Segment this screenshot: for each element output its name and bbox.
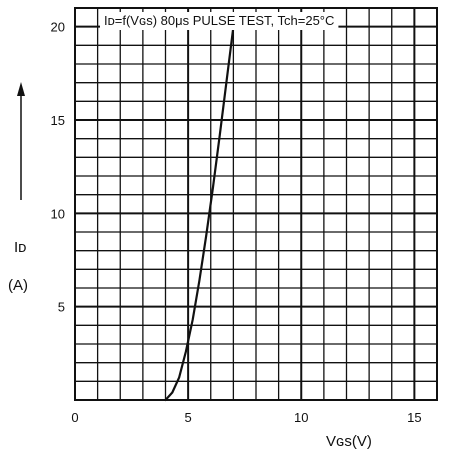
y-tick-label: 10 [51, 206, 65, 221]
x-tick-label: 0 [71, 410, 78, 425]
y-axis-arrow-head [17, 82, 25, 96]
y-tick-label: 15 [51, 113, 65, 128]
y-tick-labels: 5 10 15 20 [51, 20, 65, 315]
minor-grid [75, 8, 437, 400]
y-tick-label: 5 [58, 300, 65, 315]
chart-title: Iᴅ=f(Vɢs) 80μs PULSE TEST, Tch=25°C [104, 13, 334, 28]
y-axis-unit: (A) [8, 277, 28, 294]
x-tick-label: 15 [407, 410, 421, 425]
x-tick-label: 5 [185, 410, 192, 425]
major-grid [75, 8, 437, 400]
curve-group [164, 25, 235, 402]
y-axis-label-group: Iᴅ (A) [8, 82, 28, 294]
y-tick-label: 20 [51, 20, 65, 35]
x-axis-label: Vɢs(V) [326, 433, 372, 450]
x-tick-label: 10 [294, 410, 308, 425]
y-axis-label: Iᴅ [14, 239, 26, 256]
x-tick-labels: 0 5 10 15 [71, 410, 421, 425]
title-background [100, 12, 339, 30]
plot-frame [74, 7, 438, 401]
